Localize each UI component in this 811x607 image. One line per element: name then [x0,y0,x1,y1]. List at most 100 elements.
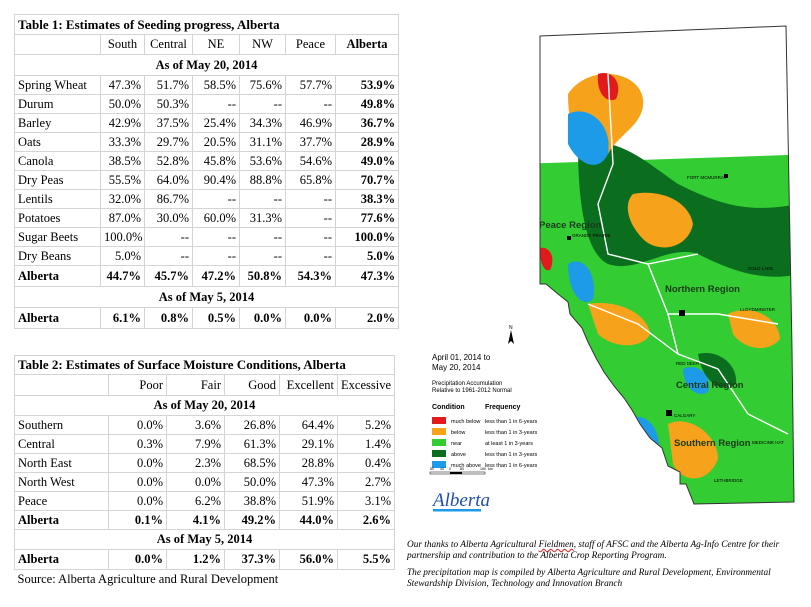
cell-total: 100.0% [334,227,400,247]
cell: 54.3% [285,265,336,287]
col-header: Excellent [279,374,338,396]
cell: 1.4% [336,434,396,454]
legend-frequency: less than 1 in 6-years [485,463,538,469]
city-grande-prairie: GRANDE PRAIRIE [572,233,611,238]
row-name: North East [14,453,109,473]
col-header: Peace [285,34,336,55]
map-subtitle-line2: Relative to 1961-2012 Normal [432,388,512,394]
cell: 44.7% [100,265,145,287]
cell: 26.8% [224,415,280,435]
table-row: Barley 42.9% 37.5% 25.4% 34.3% 46.9% 36.7% [14,113,400,133]
cell: 0.4% [336,453,396,473]
cell: 44.0% [279,510,338,530]
acknowledgement-note: Our thanks to Alberta Agricultural Field… [407,540,780,561]
map-legend: April 01, 2014 to May 20, 2014 Precipita… [432,353,538,469]
cell: -- [239,94,286,114]
cell: 64.0% [144,170,193,190]
legend-condition: much below [451,419,480,425]
cell: -- [239,246,286,266]
legend-frequency: at least 1 in 3-years [485,441,533,447]
table-row: Durum 50.0% 50.3% -- -- -- 49.8% [14,94,400,114]
svg-text:80: 80 [460,467,464,471]
cell: 50.0% [224,472,280,492]
cell: -- [285,208,336,228]
cell: -- [144,246,193,266]
legend-header-frequency: Frequency [485,404,521,411]
table-row: Canola 38.5% 52.8% 45.8% 53.6% 54.6% 49.0% [14,151,400,171]
cell: -- [239,227,286,247]
svg-text:40: 40 [440,467,444,471]
cell: 3.6% [166,415,225,435]
row-name: Barley [14,113,101,133]
legend-swatch [432,428,446,435]
city-lethbridge: LETHBRIDGE [714,478,743,483]
region-label-northern: Northern Region [665,284,740,295]
city-cold-lake: COLD LAKE [748,266,773,271]
row-name: Peace [14,491,109,511]
table-row-alberta: Alberta 0.1% 4.1% 49.2% 44.0% 2.6% [14,510,396,530]
cell: 50.3% [144,94,193,114]
legend-frequency: less than 1 in 3-years [485,430,538,436]
province-outline [539,25,795,505]
section-date: As of May 5, 2014 [13,529,396,550]
region-label-central: Central Region [676,380,744,391]
scale-bar: 80 40 0 80 160 km [429,467,493,475]
row-name: Alberta [14,307,101,329]
svg-text:0: 0 [449,467,451,471]
cell: 29.1% [279,434,338,454]
cell: -- [285,246,336,266]
city-fort-mcmurray: FORT MCMURRAY [687,175,727,180]
cell: -- [192,94,240,114]
cell: 47.3% [279,472,338,492]
cell: 56.0% [279,549,338,570]
cell: 31.1% [239,132,286,152]
city-marker [679,310,685,316]
cell: 52.8% [144,151,193,171]
cell: 7.9% [166,434,225,454]
cell: 45.8% [192,151,240,171]
cell-total: 53.9% [334,75,400,95]
cell: 28.8% [279,453,338,473]
row-name: Sugar Beets [14,227,101,247]
table-row: Sugar Beets 100.0% -- -- -- -- 100.0% [14,227,400,247]
cell: 0.0% [108,549,167,570]
cell: 38.8% [224,491,280,511]
svg-text:160: 160 [480,467,486,471]
col-header: Poor [108,374,167,396]
precipitation-map: Peace Region Northern Region Central Reg… [418,14,805,532]
cell: 37.5% [144,113,193,133]
region-label-southern: Southern Region [674,438,751,449]
cell: 51.7% [144,75,193,95]
row-name: Southern [14,415,109,435]
row-name: Dry Beans [14,246,101,266]
cell: 30.0% [144,208,193,228]
cell: 1.2% [166,549,225,570]
cell: 61.3% [224,434,280,454]
fieldmen-word: Fieldmen [538,540,574,550]
cell: 25.4% [192,113,240,133]
cell: 6.2% [166,491,225,511]
cell-total: 38.3% [334,189,400,209]
table-row: Spring Wheat 47.3% 51.7% 58.5% 75.6% 57.7% 53.… [14,75,400,95]
cell-total: 36.7% [334,113,400,133]
cell: 37.3% [224,549,280,570]
col-header: NE [192,34,240,55]
legend-header-condition: Condition [432,404,465,411]
north-arrow-icon: N [508,325,514,344]
cell: 34.3% [239,113,286,133]
svg-text:80: 80 [430,467,434,471]
cell: 4.1% [166,510,225,530]
map-credit-note: The precipitation map is compiled by Alb… [407,568,771,589]
table-row: Southern 0.0% 3.6% 26.8% 64.4% 5.2% [14,415,396,435]
table-row: Dry Peas 55.5% 64.0% 90.4% 88.8% 65.8% 70.7% [14,170,400,190]
legend-condition: above [451,452,466,458]
cell: 57.7% [285,75,336,95]
cell: 2.7% [336,472,396,492]
legend-condition: near [451,441,462,447]
table-row: Oats 33.3% 29.7% 20.5% 31.1% 37.7% 28.9% [14,132,400,152]
cell: 0.0% [108,472,167,492]
cell: 0.0% [239,307,286,329]
cell: 0.3% [108,434,167,454]
cell: 68.5% [224,453,280,473]
legend-swatch [432,439,446,446]
